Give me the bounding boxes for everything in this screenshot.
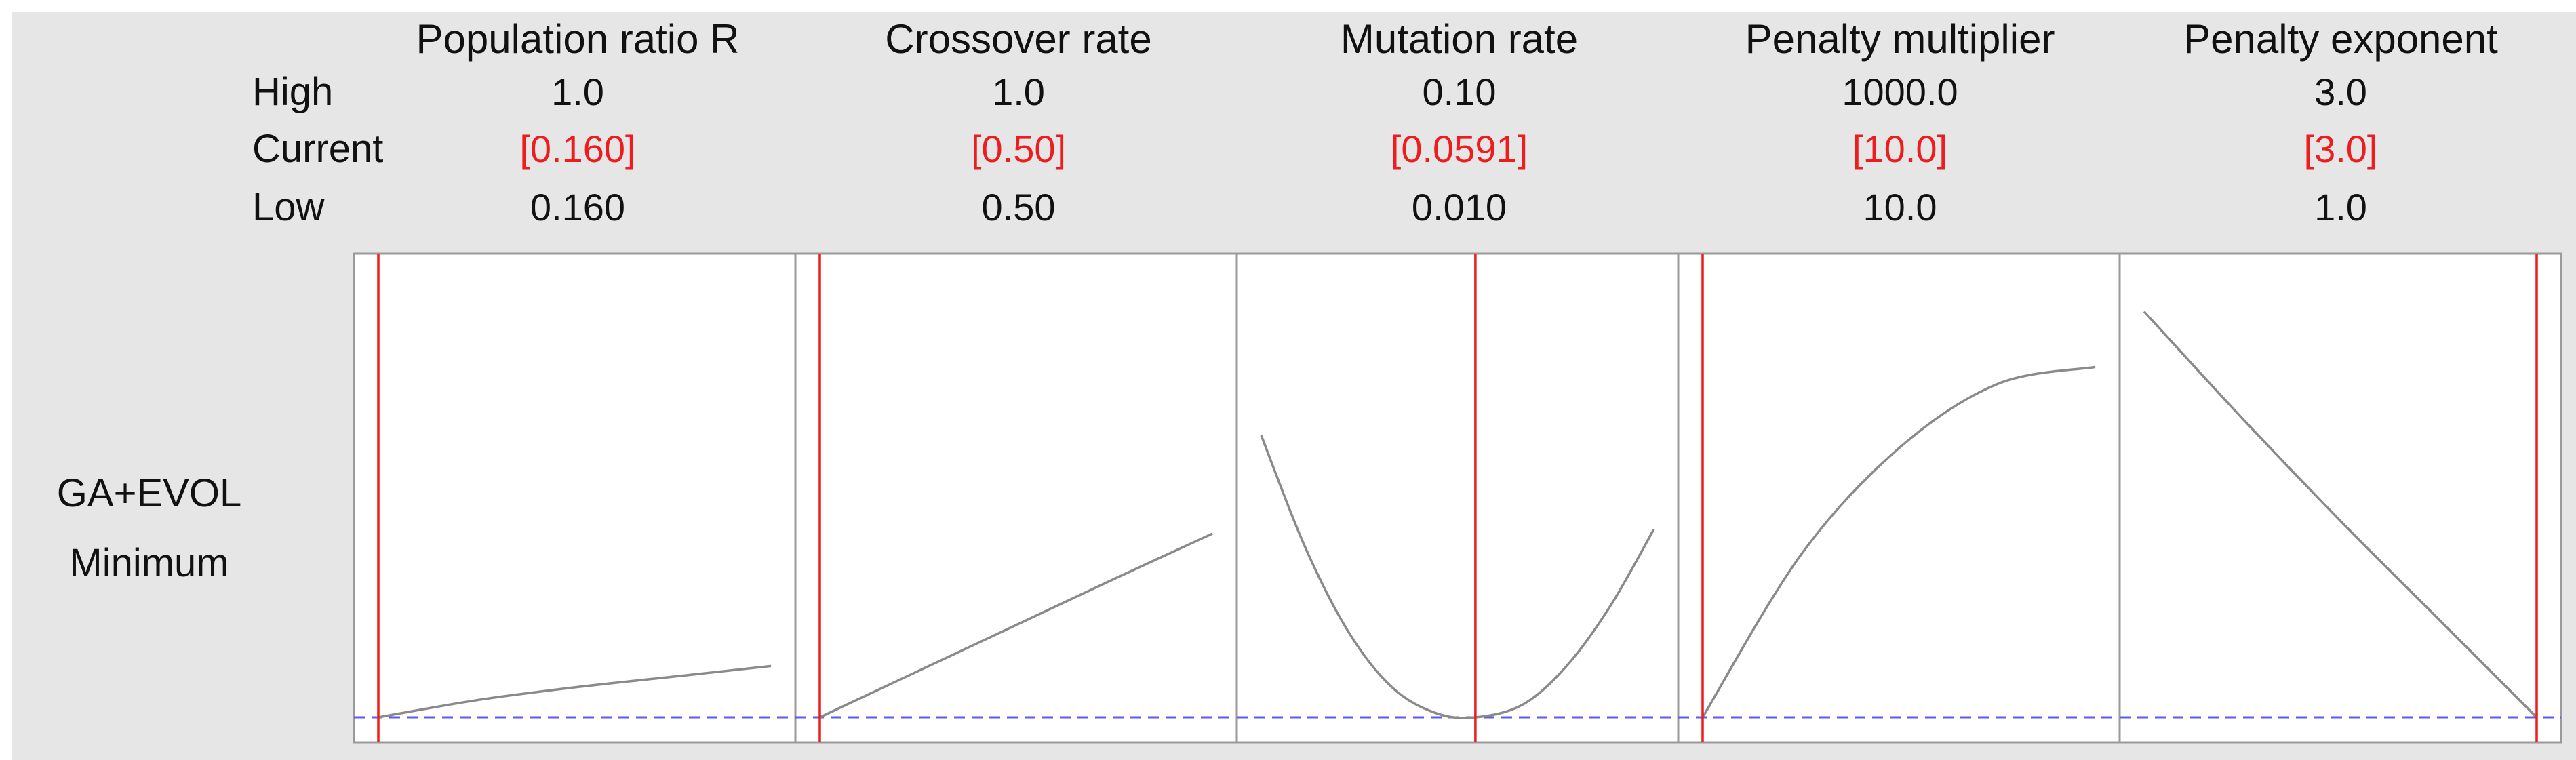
response-curve (378, 664, 772, 719)
factor-name: Penalty exponent (2183, 16, 2498, 62)
factor-population-ratio: Population ratio R 1.0 [0.160] 0.160 (357, 0, 798, 244)
factor-low-value: 0.160 (530, 186, 626, 228)
factor-low-value: 0.50 (981, 186, 1056, 228)
factor-high-value: 3.0 (2314, 71, 2367, 113)
factor-low-value: 0.010 (1411, 186, 1507, 228)
factor-mutation-rate: Mutation rate 0.10 [0.0591] 0.010 (1239, 0, 1680, 244)
factor-current-value[interactable]: [0.160] (519, 127, 636, 170)
factor-name: Population ratio R (416, 16, 740, 62)
factor-high-value: 1.0 (551, 71, 604, 113)
factor-current-value[interactable]: [0.0591] (1390, 127, 1528, 170)
response-name: GA+EVOL (56, 471, 242, 515)
response-curve (1260, 435, 1655, 719)
factor-penalty-exponent: Penalty exponent 3.0 [3.0] 1.0 (2120, 0, 2561, 244)
factor-panel (353, 252, 797, 744)
factor-panel (1677, 252, 2121, 744)
row-label-low: Low (252, 185, 325, 229)
factor-penalty-multiplier: Penalty multiplier 1000.0 [10.0] 10.0 (1680, 0, 2120, 244)
response-curve (2143, 311, 2538, 719)
factor-crossover-rate: Crossover rate 1.0 [0.50] 0.50 (798, 0, 1239, 244)
factor-current-value[interactable]: [3.0] (2303, 127, 2378, 170)
row-label-current: Current (252, 127, 384, 171)
factor-high-value: 0.10 (1422, 71, 1497, 113)
factor-low-value: 1.0 (2314, 186, 2367, 228)
factor-current-value[interactable]: [10.0] (1852, 127, 1948, 170)
factor-name: Mutation rate (1340, 16, 1579, 62)
factor-current-value[interactable]: [0.50] (970, 127, 1067, 170)
factor-name: Crossover rate (885, 16, 1152, 62)
row-label-high: High (252, 70, 334, 114)
factor-high-value: 1.0 (992, 71, 1045, 113)
factor-panel (1235, 252, 1680, 744)
factor-panel (794, 252, 1238, 744)
response-curve (1701, 365, 2096, 718)
factor-panel (2118, 252, 2562, 744)
factor-high-value: 1000.0 (1842, 71, 1958, 113)
factor-name: Penalty multiplier (1745, 16, 2055, 62)
factor-low-value: 10.0 (1863, 186, 1937, 228)
response-goal: Minimum (69, 541, 229, 585)
response-curve (819, 532, 1213, 719)
